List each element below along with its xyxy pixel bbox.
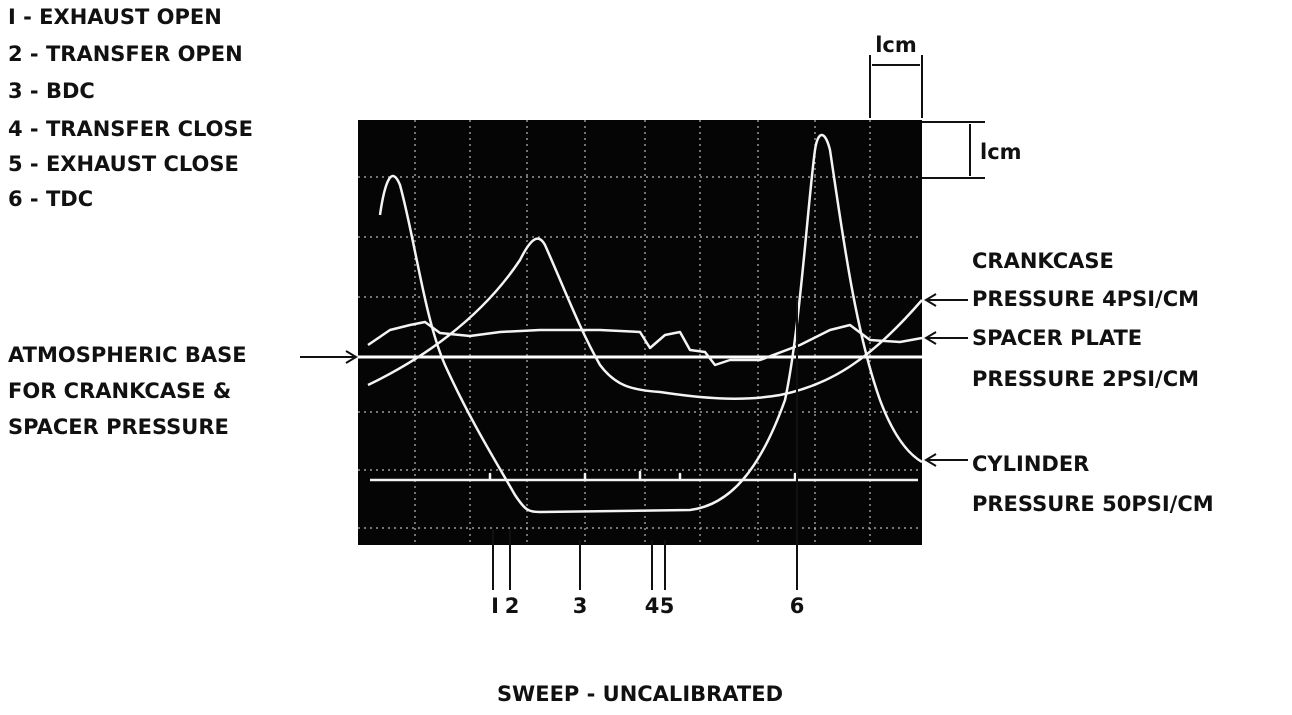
marker-label: I	[491, 594, 499, 618]
legend-item: 5 - EXHAUST CLOSE	[8, 152, 239, 176]
marker-label: 2	[505, 594, 520, 618]
trace-label: PRESSURE 4PSI/CM	[972, 287, 1199, 311]
trace-label: CRANKCASE	[972, 249, 1114, 273]
scale-label: lcm	[875, 33, 917, 57]
trace-label: PRESSURE 50PSI/CM	[972, 492, 1214, 516]
base-label: ATMOSPHERIC BASE	[8, 343, 247, 367]
marker-label: 4	[645, 594, 660, 618]
base-label: SPACER PRESSURE	[8, 415, 229, 439]
legend-item: 4 - TRANSFER CLOSE	[8, 117, 253, 141]
marker-label: 6	[790, 594, 805, 618]
caption: SWEEP - UNCALIBRATED	[497, 682, 783, 706]
legend-item: I - EXHAUST OPEN	[8, 5, 222, 29]
legend-item: 2 - TRANSFER OPEN	[8, 42, 243, 66]
legend-item: 6 - TDC	[8, 187, 93, 211]
marker-label: 3	[573, 594, 588, 618]
figure: I - EXHAUST OPEN 2 - TRANSFER OPEN 3 - B…	[0, 0, 1292, 715]
base-label: FOR CRANKCASE &	[8, 379, 231, 403]
legend-item: 3 - BDC	[8, 79, 95, 103]
trace-label: SPACER PLATE	[972, 326, 1142, 350]
scale-label: lcm	[980, 140, 1022, 164]
trace-label: PRESSURE 2PSI/CM	[972, 367, 1199, 391]
marker-label: 5	[660, 594, 675, 618]
trace-label: CYLINDER	[972, 452, 1089, 476]
page: I - EXHAUST OPEN 2 - TRANSFER OPEN 3 - B…	[0, 0, 1292, 715]
